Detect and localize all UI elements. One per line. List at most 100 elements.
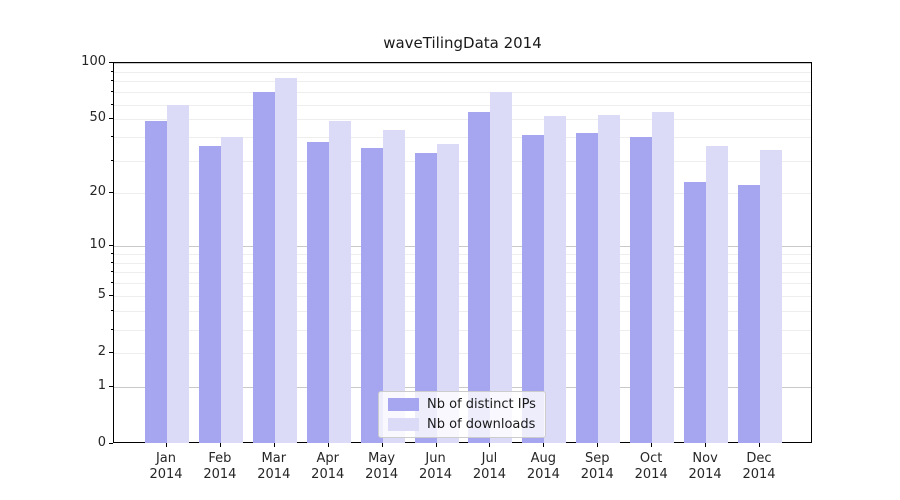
x-tick-label-year: 2014 xyxy=(634,467,668,482)
x-tick-label: Feb 2014 xyxy=(192,451,248,483)
bar-downloads xyxy=(544,116,567,443)
bar-downloads xyxy=(706,145,729,443)
x-tick-label-month: Aug xyxy=(530,451,557,466)
bar-downloads xyxy=(760,150,782,443)
minor-gridline xyxy=(114,253,811,255)
x-tick-label: Nov 2014 xyxy=(677,451,733,483)
x-tick-label-year: 2014 xyxy=(418,467,453,482)
x-tick-label: Mar 2014 xyxy=(246,451,302,483)
bar-downloads xyxy=(167,104,189,443)
y-tick-label: 20 xyxy=(89,183,106,199)
x-tick-label-year: 2014 xyxy=(526,467,560,482)
x-tick-label: Sep 2014 xyxy=(569,451,625,483)
bar-downloads xyxy=(328,121,351,443)
x-tick-mark xyxy=(597,443,599,447)
x-tick-label: May 2014 xyxy=(354,451,410,483)
bar-distinct-ips xyxy=(468,111,491,443)
bar-distinct-ips xyxy=(145,121,167,443)
minor-gridline xyxy=(114,272,811,274)
bar-downloads xyxy=(490,92,513,443)
major-gridline xyxy=(114,246,811,248)
y-tick-mark xyxy=(109,385,113,387)
major-gridline xyxy=(114,63,811,64)
minor-gridline xyxy=(114,283,811,285)
legend: Nb of distinct IPs Nb of downloads xyxy=(378,391,546,438)
y-tick-mark xyxy=(109,191,113,193)
legend-item-downloads: Nb of downloads xyxy=(388,417,537,432)
x-tick-mark xyxy=(219,443,221,447)
legend-swatch-distinct-ips-icon xyxy=(388,398,419,411)
x-tick-mark xyxy=(381,443,383,447)
y-tick-mark xyxy=(109,118,113,120)
minor-gridline xyxy=(114,329,811,331)
y-tick-mark xyxy=(109,352,113,354)
y-tick-label: 1 xyxy=(97,377,106,393)
bar-downloads xyxy=(652,111,675,443)
x-tick-label-month: Jun xyxy=(425,451,446,466)
bar-downloads xyxy=(274,78,297,443)
x-tick-label-month: Oct xyxy=(639,451,663,466)
x-tick-mark xyxy=(489,443,491,447)
minor-gridline xyxy=(114,119,811,121)
bar-distinct-ips xyxy=(414,152,437,443)
y-tick-label: 10 xyxy=(89,237,106,253)
bar-distinct-ips xyxy=(522,135,545,443)
y-tick-label: 2 xyxy=(97,344,106,360)
x-tick-mark xyxy=(705,443,707,447)
x-tick-label: Jun 2014 xyxy=(408,451,464,483)
minor-gridline xyxy=(114,81,811,83)
x-tick-label-month: Mar xyxy=(261,451,287,466)
x-tick-label-month: Dec xyxy=(746,451,772,466)
minor-gridline xyxy=(114,353,811,355)
y-tick-mark xyxy=(109,62,113,63)
minor-gridline xyxy=(114,104,811,106)
x-tick-label: Dec 2014 xyxy=(731,451,787,483)
x-tick-mark xyxy=(166,443,167,447)
y-tick-label: 5 xyxy=(97,287,106,303)
x-tick-mark xyxy=(273,443,275,447)
bar-distinct-ips xyxy=(576,133,599,443)
minor-gridline xyxy=(114,92,811,94)
x-tick-label: Apr 2014 xyxy=(300,451,356,483)
y-minor-tick-mark xyxy=(111,136,113,138)
x-tick-label-year: 2014 xyxy=(257,467,291,482)
x-tick-mark xyxy=(543,443,545,447)
x-tick-label-month: Nov xyxy=(692,451,718,466)
bar-downloads xyxy=(436,143,459,443)
y-minor-tick-mark xyxy=(111,80,113,82)
y-minor-tick-mark xyxy=(111,91,113,93)
x-tick-label-month: Jul xyxy=(481,451,498,466)
x-tick-label: Oct 2014 xyxy=(623,451,679,483)
x-tick-label-year: 2014 xyxy=(580,467,614,482)
legend-item-distinct-ips: Nb of distinct IPs xyxy=(388,397,537,412)
x-tick-label-year: 2014 xyxy=(688,467,722,482)
legend-swatch-downloads-icon xyxy=(388,418,419,431)
x-tick-label: Jan 2014 xyxy=(138,451,194,483)
y-tick-mark xyxy=(109,245,113,247)
y-tick-mark xyxy=(109,295,113,297)
y-tick-mark xyxy=(109,443,113,444)
minor-gridline xyxy=(114,296,811,298)
x-tick-label-year: 2014 xyxy=(149,467,183,482)
y-minor-tick-mark xyxy=(111,271,113,273)
plot-area xyxy=(113,62,812,443)
minor-gridline xyxy=(114,192,811,194)
minor-gridline xyxy=(114,137,811,139)
y-minor-tick-mark xyxy=(111,252,113,254)
x-tick-label-month: Feb xyxy=(208,451,232,466)
bar-distinct-ips xyxy=(360,148,383,443)
y-minor-tick-mark xyxy=(111,103,113,105)
x-tick-label: Jul 2014 xyxy=(461,451,517,483)
x-tick-mark xyxy=(651,443,653,447)
y-minor-tick-mark xyxy=(111,70,113,72)
major-gridline xyxy=(114,386,811,388)
chart-title: waveTilingData 2014 xyxy=(383,34,542,52)
y-minor-tick-mark xyxy=(111,328,113,330)
y-tick-label: 0 xyxy=(97,435,106,450)
y-tick-label: 50 xyxy=(89,110,106,126)
x-tick-label-month: May xyxy=(368,451,396,466)
bar-distinct-ips xyxy=(252,92,275,443)
y-minor-tick-mark xyxy=(111,261,113,263)
minor-gridline xyxy=(114,160,811,162)
